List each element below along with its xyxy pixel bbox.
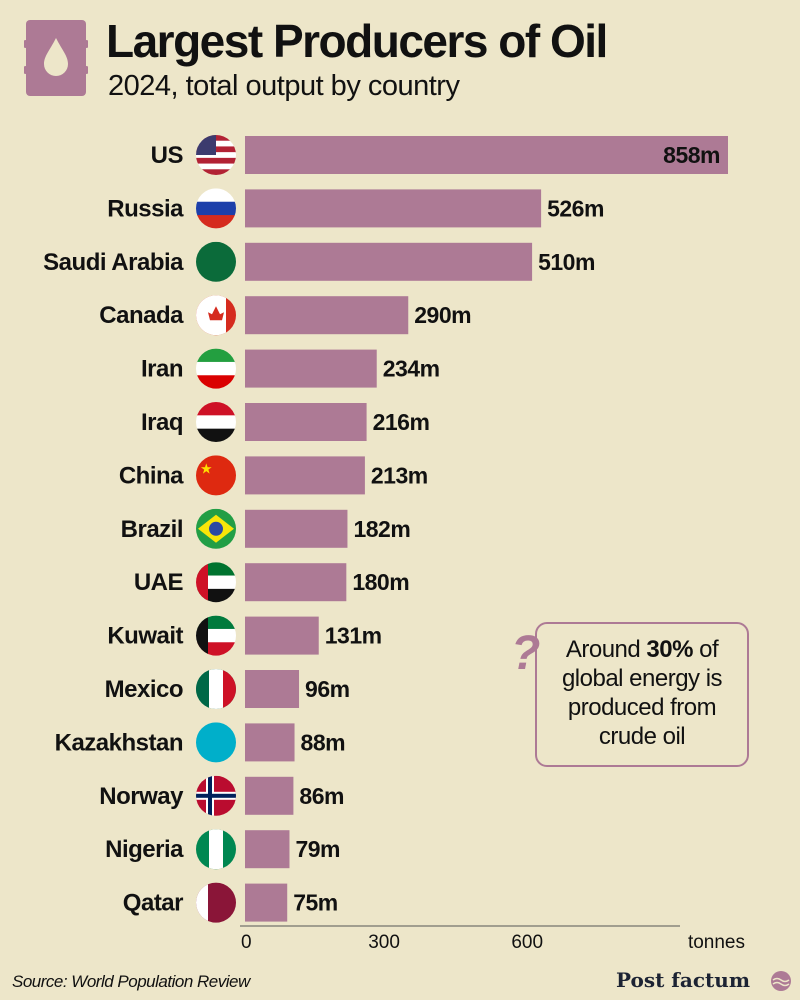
callout-post: of global energy is produced from crude … <box>561 636 723 750</box>
flag-icon-qatar <box>196 882 236 923</box>
value-label: 86m <box>299 783 344 809</box>
flag-icon-mexico <box>196 669 236 709</box>
flag-icon-brazil <box>196 508 236 549</box>
brand-wave-icon <box>771 971 791 991</box>
value-label: 234m <box>383 356 440 382</box>
value-label: 88m <box>301 729 346 755</box>
brand-logo: Post factum <box>616 968 750 992</box>
flag-icon-russia <box>196 188 236 229</box>
bar-kuwait <box>245 616 319 655</box>
bar-norway <box>245 776 294 815</box>
country-label: Saudi Arabia <box>43 249 184 276</box>
value-label: 180m <box>352 569 409 595</box>
country-label: Kazakhstan <box>55 729 183 756</box>
value-label: 858m <box>663 142 720 168</box>
value-label: 131m <box>325 623 382 649</box>
bar-iran <box>245 349 377 388</box>
bar-saudi-arabia <box>245 242 533 281</box>
bar-china <box>245 456 365 495</box>
chart-title: Largest Producers of Oil <box>106 15 608 67</box>
bar-chart: US 858m Russia 526m Saudi Arabia 510m Canada 29… <box>43 135 745 953</box>
flag-icon-kuwait <box>196 615 236 656</box>
flag-icon-norway <box>196 775 236 816</box>
flag-icon-iran <box>196 348 236 389</box>
country-label: US <box>151 142 184 169</box>
source-note: Source: World Population Review <box>12 972 250 991</box>
flag-icon-us <box>196 135 236 175</box>
x-tick-label: 300 <box>368 932 400 953</box>
value-label: 510m <box>538 249 595 275</box>
value-label: 290m <box>414 302 471 328</box>
bar-iraq <box>245 403 367 441</box>
country-label: Iraq <box>141 409 183 436</box>
callout-pre: Around <box>565 636 647 663</box>
chart-subtitle: 2024, total output by country <box>108 70 460 102</box>
country-label: Qatar <box>123 890 183 917</box>
bar-nigeria <box>245 830 290 869</box>
flag-icon-iraq <box>196 402 236 442</box>
callout-bold: 30% <box>646 636 693 663</box>
value-label: 216m <box>373 409 430 435</box>
flag-icon-nigeria <box>196 829 236 870</box>
bar-us <box>245 136 728 174</box>
flag-icon-kazakhstan <box>196 722 236 763</box>
flag-icon-saudi-arabia <box>196 241 236 282</box>
x-axis-unit-label: tonnes <box>688 932 745 953</box>
value-label: 75m <box>293 890 338 916</box>
flag-icon-uae <box>196 562 236 603</box>
country-label: Iran <box>141 356 183 383</box>
bar-russia <box>245 189 542 228</box>
oil-barrel-icon <box>24 20 88 96</box>
value-label: 526m <box>547 195 604 221</box>
value-label: 96m <box>305 676 350 702</box>
bar-kazakhstan <box>245 723 295 762</box>
bar-uae <box>245 563 347 602</box>
bar-brazil <box>245 509 348 548</box>
country-label: Kuwait <box>107 623 183 650</box>
x-tick-label: 600 <box>511 932 543 953</box>
svg-text:★: ★ <box>200 460 213 476</box>
flag-icon-canada <box>196 295 236 336</box>
flag-icon-china: ★ <box>196 455 236 496</box>
value-label: 79m <box>295 836 340 862</box>
country-label: Norway <box>99 783 184 810</box>
country-label: Mexico <box>105 676 183 703</box>
country-label: Russia <box>107 195 184 222</box>
country-label: Brazil <box>121 516 183 543</box>
callout-box: Around 30% of global energy is produced … <box>535 622 749 767</box>
country-label: China <box>119 462 184 489</box>
country-label: Canada <box>99 302 184 329</box>
x-tick-label: 0 <box>241 932 252 953</box>
value-label: 213m <box>371 462 428 488</box>
country-label: UAE <box>134 569 184 596</box>
bar-mexico <box>245 670 300 708</box>
bar-qatar <box>245 883 288 922</box>
bar-canada <box>245 296 409 335</box>
country-label: Nigeria <box>105 836 184 863</box>
value-label: 182m <box>353 516 410 542</box>
